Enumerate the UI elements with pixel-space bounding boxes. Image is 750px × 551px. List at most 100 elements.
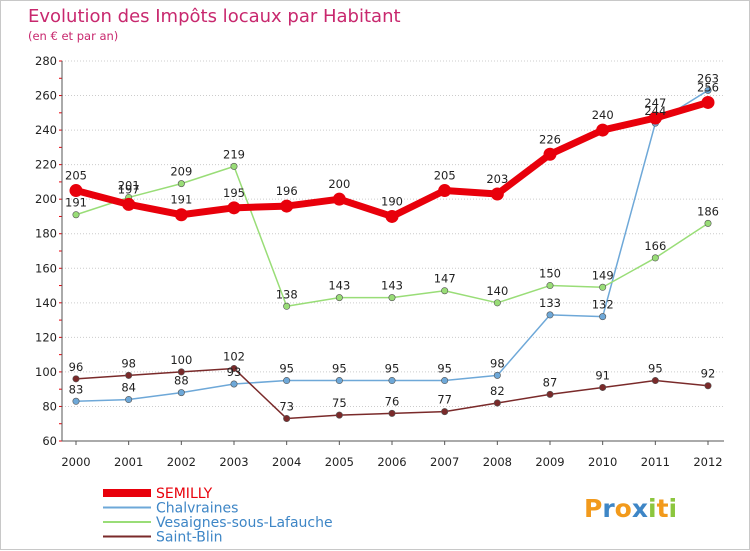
data-label-saint-blin-2005: 75 (332, 396, 347, 410)
y-tick-label-280: 280 (35, 54, 57, 68)
point-semilly-2004 (280, 199, 294, 213)
data-label-vesaignes-sous-lafauche-2003: 219 (223, 147, 245, 161)
data-labels: 83 84 88 93 95 95 95 95 98 133 132 244 263 191 201 209 2… (65, 71, 719, 413)
data-label-semilly-2008: 203 (486, 172, 508, 186)
data-label-saint-blin-2012: 92 (701, 367, 716, 381)
point-saint-blin-2001 (125, 371, 133, 379)
point-semilly-2008 (490, 187, 504, 201)
y-tick-label-60: 60 (42, 434, 57, 448)
data-label-vesaignes-sous-lafauche-2001: 201 (118, 178, 140, 192)
point-vesaignes-sous-lafauche-2012 (704, 219, 712, 227)
data-label-vesaignes-sous-lafauche-2007: 147 (434, 272, 456, 286)
chart-title: Evolution des Impôts locaux par Habitant (28, 6, 401, 27)
x-tick-label-2011: 2011 (641, 455, 670, 469)
point-vesaignes-sous-lafauche-2002 (177, 180, 185, 188)
x-tick-label-2001: 2001 (114, 455, 143, 469)
logo-letter: r (602, 494, 615, 523)
point-vesaignes-sous-lafauche-2008 (493, 299, 501, 307)
data-label-vesaignes-sous-lafauche-2011: 166 (644, 239, 666, 253)
point-saint-blin-2004 (283, 415, 291, 423)
logo-text: Proxiti (584, 494, 677, 523)
data-label-vesaignes-sous-lafauche-2000: 191 (65, 196, 87, 210)
point-semilly-2002 (174, 208, 188, 222)
point-chalvraines-2012 (704, 86, 712, 94)
chart-subtitle: (en € et par an) (28, 29, 118, 43)
data-label-chalvraines-2007: 95 (437, 362, 452, 376)
data-label-vesaignes-sous-lafauche-2009: 150 (539, 267, 561, 281)
x-tick-label-2000: 2000 (61, 455, 90, 469)
data-label-chalvraines-2005: 95 (332, 362, 347, 376)
x-tick-label-2002: 2002 (167, 455, 196, 469)
point-chalvraines-2010 (599, 313, 607, 321)
point-saint-blin-2012 (704, 382, 712, 390)
point-chalvraines-2001 (125, 396, 133, 404)
data-label-chalvraines-2003: 93 (227, 365, 242, 379)
point-semilly-2005 (332, 192, 346, 206)
legend-label-saint-blin: Saint-Blin (156, 530, 223, 546)
legend-label-semilly: SEMILLY (156, 486, 213, 502)
series-points (69, 86, 715, 423)
data-label-vesaignes-sous-lafauche-2005: 143 (328, 279, 350, 293)
point-chalvraines-2005 (335, 377, 343, 385)
y-tick-label-220: 220 (35, 158, 57, 172)
data-label-chalvraines-2004: 95 (279, 362, 294, 376)
point-vesaignes-sous-lafauche-2011 (651, 254, 659, 262)
point-vesaignes-sous-lafauche-2009 (546, 282, 554, 290)
data-label-saint-blin-2002: 100 (170, 353, 192, 367)
legend-label-vesaignes-sous-lafauche: Vesaignes-sous-Lafauche (156, 515, 333, 531)
data-label-semilly-2009: 226 (539, 132, 561, 146)
y-tick-label-260: 260 (35, 89, 57, 103)
point-semilly-2010 (596, 123, 610, 137)
data-label-saint-blin-2000: 96 (69, 360, 84, 374)
x-tick-label-2012: 2012 (693, 455, 722, 469)
point-semilly-2006 (385, 209, 399, 223)
x-tick-label-2006: 2006 (377, 455, 406, 469)
data-label-chalvraines-2009: 133 (539, 296, 561, 310)
data-label-saint-blin-2010: 91 (595, 368, 610, 382)
y-tick-label-140: 140 (35, 296, 57, 310)
data-label-semilly-2005: 200 (328, 177, 350, 191)
point-vesaignes-sous-lafauche-2007 (441, 287, 449, 295)
point-vesaignes-sous-lafauche-2005 (335, 294, 343, 302)
data-label-chalvraines-2011: 244 (644, 104, 666, 118)
data-label-vesaignes-sous-lafauche-2002: 209 (170, 165, 192, 179)
point-chalvraines-2002 (177, 389, 185, 397)
data-label-vesaignes-sous-lafauche-2008: 140 (486, 284, 508, 298)
data-label-semilly-2011: 247 (644, 96, 666, 110)
y-tick-label-240: 240 (35, 123, 57, 137)
point-chalvraines-2003 (230, 380, 238, 388)
data-label-chalvraines-2000: 83 (69, 382, 84, 396)
point-chalvraines-2006 (388, 377, 396, 385)
data-label-chalvraines-2006: 95 (385, 362, 400, 376)
data-label-semilly-2003: 195 (223, 186, 245, 200)
point-chalvraines-2007 (441, 377, 449, 385)
x-tick-label-2007: 2007 (430, 455, 459, 469)
data-label-vesaignes-sous-lafauche-2010: 149 (592, 268, 614, 282)
proxiti-logo: Proxiti (584, 494, 677, 523)
point-saint-blin-2007 (441, 408, 449, 416)
data-label-saint-blin-2008: 82 (490, 384, 505, 398)
data-label-vesaignes-sous-lafauche-2006: 143 (381, 279, 403, 293)
data-label-vesaignes-sous-lafauche-2012: 186 (697, 204, 719, 218)
data-label-chalvraines-2008: 98 (490, 356, 505, 370)
axes: 60 80 100 120 140 160 180 200 220 240 260 280 2000 20… (35, 54, 724, 469)
point-chalvraines-2008 (493, 371, 501, 379)
point-semilly-2009 (543, 147, 557, 161)
point-semilly-2000 (69, 184, 83, 198)
point-semilly-2012 (701, 95, 715, 109)
data-label-semilly-2002: 191 (170, 193, 192, 207)
x-tick-label-2004: 2004 (272, 455, 301, 469)
point-saint-blin-2011 (651, 377, 659, 385)
data-label-semilly-2012: 256 (697, 80, 719, 94)
logo-letter: t (657, 494, 669, 523)
data-label-saint-blin-2011: 95 (648, 362, 663, 376)
y-tick-label-80: 80 (42, 399, 57, 413)
data-label-semilly-2000: 205 (65, 169, 87, 183)
y-tick-label-100: 100 (35, 365, 57, 379)
point-chalvraines-2004 (283, 377, 291, 385)
data-label-chalvraines-2012: 263 (697, 71, 719, 85)
point-saint-blin-2010 (599, 383, 607, 391)
x-tick-label-2010: 2010 (588, 455, 617, 469)
